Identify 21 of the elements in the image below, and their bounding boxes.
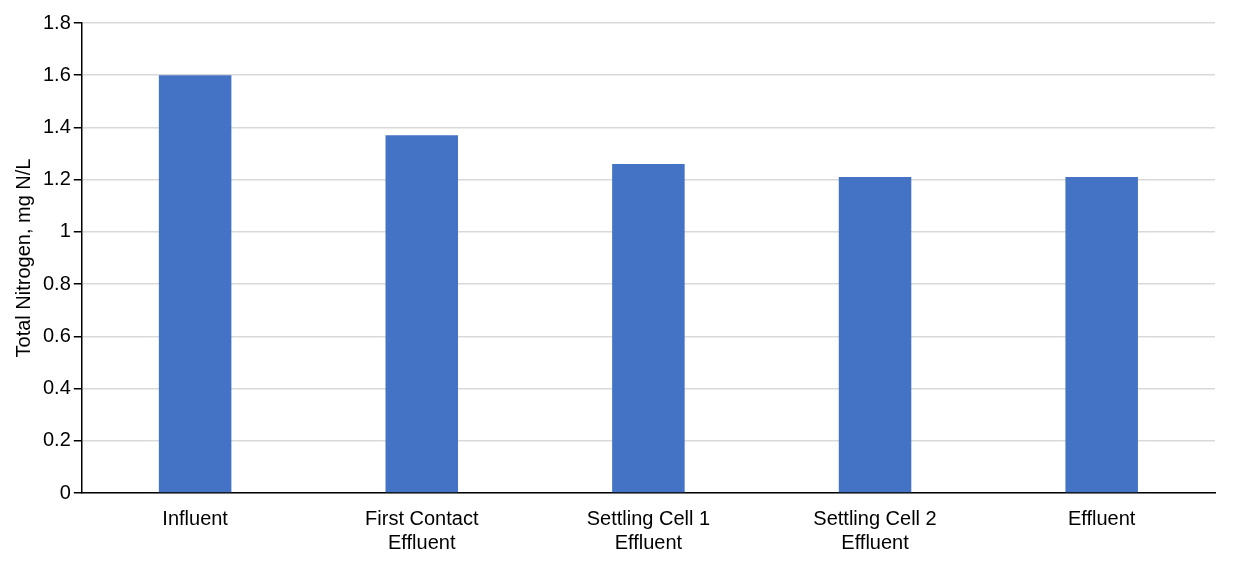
bar (612, 164, 685, 493)
y-tick-label: 0.8 (42, 271, 71, 294)
x-tick-label: Settling Cell 2 Effluent (813, 506, 937, 553)
bar (158, 75, 232, 493)
bar (838, 177, 912, 493)
x-tick-label: Influent (162, 506, 229, 529)
y-tick-label: 0.4 (42, 376, 71, 399)
y-tick-label: 1 (59, 219, 71, 242)
y-tick-label: 0.6 (42, 323, 71, 346)
y-tick-label: 0.2 (42, 428, 71, 451)
y-tick-label: 1.4 (42, 114, 71, 137)
y-tick-label: 1.6 (42, 62, 71, 85)
bar (1065, 177, 1138, 493)
y-tick-label: 0 (59, 480, 71, 503)
x-tick-label: Settling Cell 1 Effluent (586, 506, 711, 553)
y-tick-label: 1.8 (42, 10, 71, 33)
x-tick-label: Effluent (1067, 506, 1136, 529)
y-tick-label: 1.2 (42, 167, 71, 190)
y-axis-title: Total Nitrogen, mg N/L (11, 158, 34, 358)
bar (385, 135, 459, 493)
x-tick-label: First Contact Effluent (365, 506, 479, 553)
